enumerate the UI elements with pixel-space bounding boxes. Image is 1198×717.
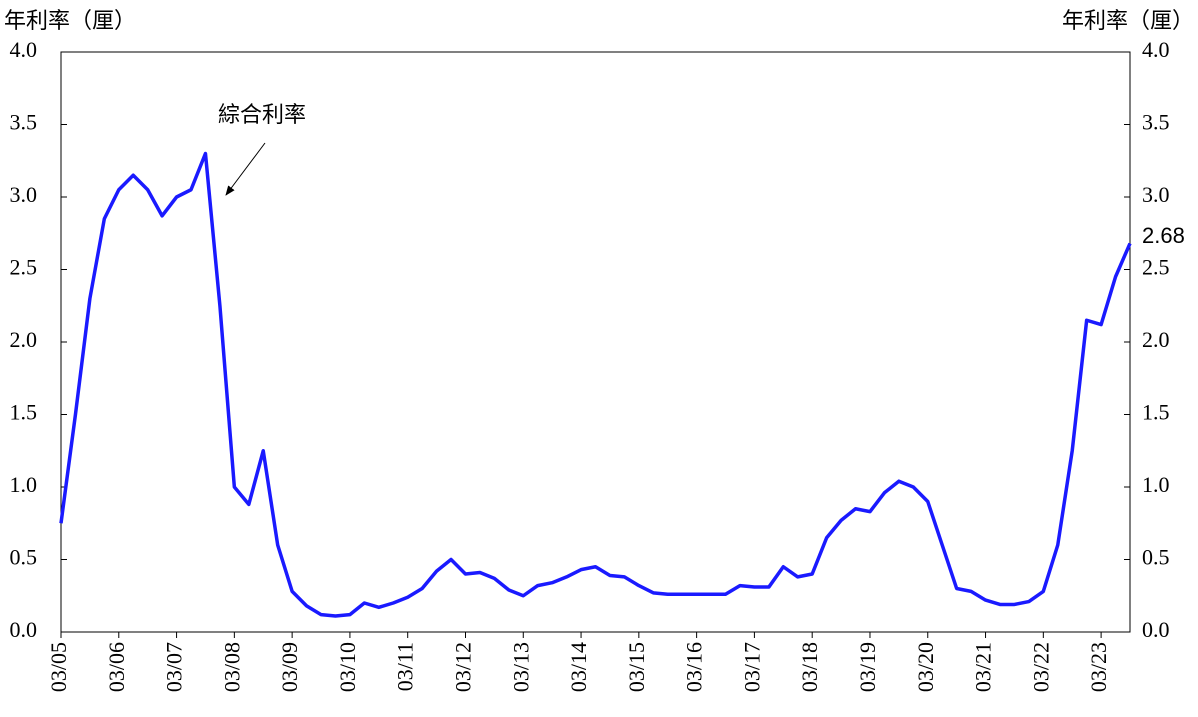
y-axis-label: 年利率（厘） bbox=[4, 9, 136, 34]
y-tick-label: 3.5 bbox=[10, 110, 38, 135]
x-tick-label: 03/05 bbox=[46, 642, 71, 692]
x-tick-label: 03/10 bbox=[335, 642, 360, 692]
x-tick-label: 03/06 bbox=[104, 642, 129, 692]
y-tick-label: 2.0 bbox=[10, 327, 38, 352]
y2-tick-label: 4.0 bbox=[1142, 37, 1170, 62]
y-tick-label: 4.0 bbox=[10, 37, 38, 62]
x-tick-label: 03/17 bbox=[739, 642, 764, 692]
x-tick-label: 03/08 bbox=[219, 642, 244, 692]
x-tick-label: 03/16 bbox=[682, 642, 707, 692]
x-tick-label: 03/19 bbox=[855, 642, 880, 692]
x-tick-label: 03/11 bbox=[393, 642, 418, 691]
annotation: 綜合利率 bbox=[218, 103, 306, 128]
y2-tick-label: 3.0 bbox=[1142, 182, 1170, 207]
end-value-label: 2.68 bbox=[1142, 223, 1185, 248]
x-tick-label: 03/20 bbox=[913, 642, 938, 692]
x-tick-label: 03/21 bbox=[971, 642, 996, 692]
x-tick-label: 03/13 bbox=[508, 642, 533, 692]
y-tick-label: 1.0 bbox=[10, 472, 38, 497]
y2-tick-label: 2.0 bbox=[1142, 327, 1170, 352]
y2-tick-label: 1.5 bbox=[1142, 400, 1170, 425]
y2-tick-label: 2.5 bbox=[1142, 255, 1170, 280]
x-tick-label: 03/09 bbox=[277, 642, 302, 692]
y2-tick-label: 0.0 bbox=[1142, 617, 1170, 642]
annotation-arrow bbox=[225, 142, 266, 196]
y2-tick-label: 1.0 bbox=[1142, 472, 1170, 497]
y2-tick-label: 3.5 bbox=[1142, 110, 1170, 135]
y-tick-label: 2.5 bbox=[10, 255, 38, 280]
y-tick-label: 1.5 bbox=[10, 400, 38, 425]
x-tick-label: 03/22 bbox=[1028, 642, 1053, 692]
x-tick-label: 03/07 bbox=[162, 642, 187, 692]
y2-tick-label: 0.5 bbox=[1142, 545, 1170, 570]
x-tick-label: 03/18 bbox=[797, 642, 822, 692]
x-tick-label: 03/23 bbox=[1086, 642, 1111, 692]
x-tick-label: 03/14 bbox=[566, 642, 591, 692]
x-tick-label: 03/12 bbox=[451, 642, 476, 692]
y-tick-label: 0.0 bbox=[10, 617, 38, 642]
series-line bbox=[59, 151, 1132, 618]
y2-axis-label: 年利率（厘） bbox=[1062, 9, 1194, 34]
y-tick-label: 3.0 bbox=[10, 182, 38, 207]
x-tick-label: 03/15 bbox=[624, 642, 649, 692]
y-tick-label: 0.5 bbox=[10, 545, 38, 570]
